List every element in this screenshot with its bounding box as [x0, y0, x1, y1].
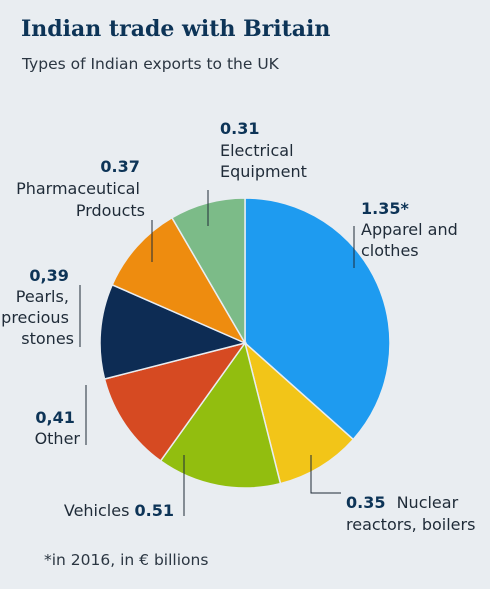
- pie-slice-vehicles: [159, 341, 282, 489]
- slice-value-electrical: 0.31: [220, 119, 259, 138]
- slice-value-other: 0,41: [35, 408, 74, 427]
- slice-value-vehicles: 0.51: [135, 501, 174, 520]
- slice-name-electrical-line2: Equipment: [220, 162, 307, 181]
- pie-slice-electrical: [170, 197, 246, 346]
- pie-slice-pharma: [111, 216, 247, 345]
- leader-lines: [79, 190, 355, 516]
- slice-name-pharma-line1: Pharmaceutical: [16, 179, 140, 198]
- slice-label-vehicles: Vehicles 0.51: [64, 501, 174, 520]
- slice-value-pearls: 0,39: [29, 266, 68, 285]
- slice-name-pearls-line3: stones: [21, 329, 74, 348]
- chart-title: Indian trade with Britain: [21, 16, 331, 42]
- slice-name-vehicles: Vehicles 0.51: [64, 501, 174, 520]
- chart-footnote: *in 2016, in € billions: [44, 551, 209, 569]
- slice-name-pearls-line1: Pearls,: [16, 287, 69, 306]
- leader-line-nuclear: [310, 455, 341, 494]
- slice-value-pharma: 0.37: [100, 157, 139, 176]
- slice-name-nuclear-line1: Nuclear: [397, 493, 459, 512]
- slice-name-vehicles-text: Vehicles: [64, 501, 130, 520]
- slice-label-nuclear: 0.35 Nuclear reactors, boilers: [346, 493, 475, 534]
- slice-name-apparel-line2: clothes: [361, 241, 419, 260]
- slice-label-pharma: 0.37 Pharmaceutical Prdoucts: [16, 157, 145, 220]
- slice-label-other: 0,41 Other: [35, 408, 81, 448]
- slice-value-nuclear: 0.35: [346, 493, 385, 512]
- chart-subtitle: Types of Indian exports to the UK: [22, 55, 279, 73]
- slice-value-apparel: 1.35*: [361, 199, 409, 218]
- slice-label-electrical: 0.31 Electrical Equipment: [220, 119, 307, 181]
- slice-name-pharma-line2: Prdoucts: [76, 201, 145, 220]
- slice-name-pearls-line2: precious: [1, 308, 69, 327]
- pie-slice-other: [103, 341, 247, 462]
- slice-label-apparel: 1.35* Apparel and clothes: [361, 199, 463, 260]
- slice-name-other: Other: [35, 429, 81, 448]
- slice-name-nuclear-line2: reactors, boilers: [346, 515, 475, 534]
- pie-slices: [99, 197, 391, 489]
- pie-slice-pearls: [99, 283, 248, 380]
- slice-label-pearls: 0,39 Pearls, precious stones: [1, 266, 74, 348]
- slice-name-electrical-line1: Electrical: [220, 141, 294, 160]
- slice-name-apparel-line1: Apparel and: [361, 220, 458, 239]
